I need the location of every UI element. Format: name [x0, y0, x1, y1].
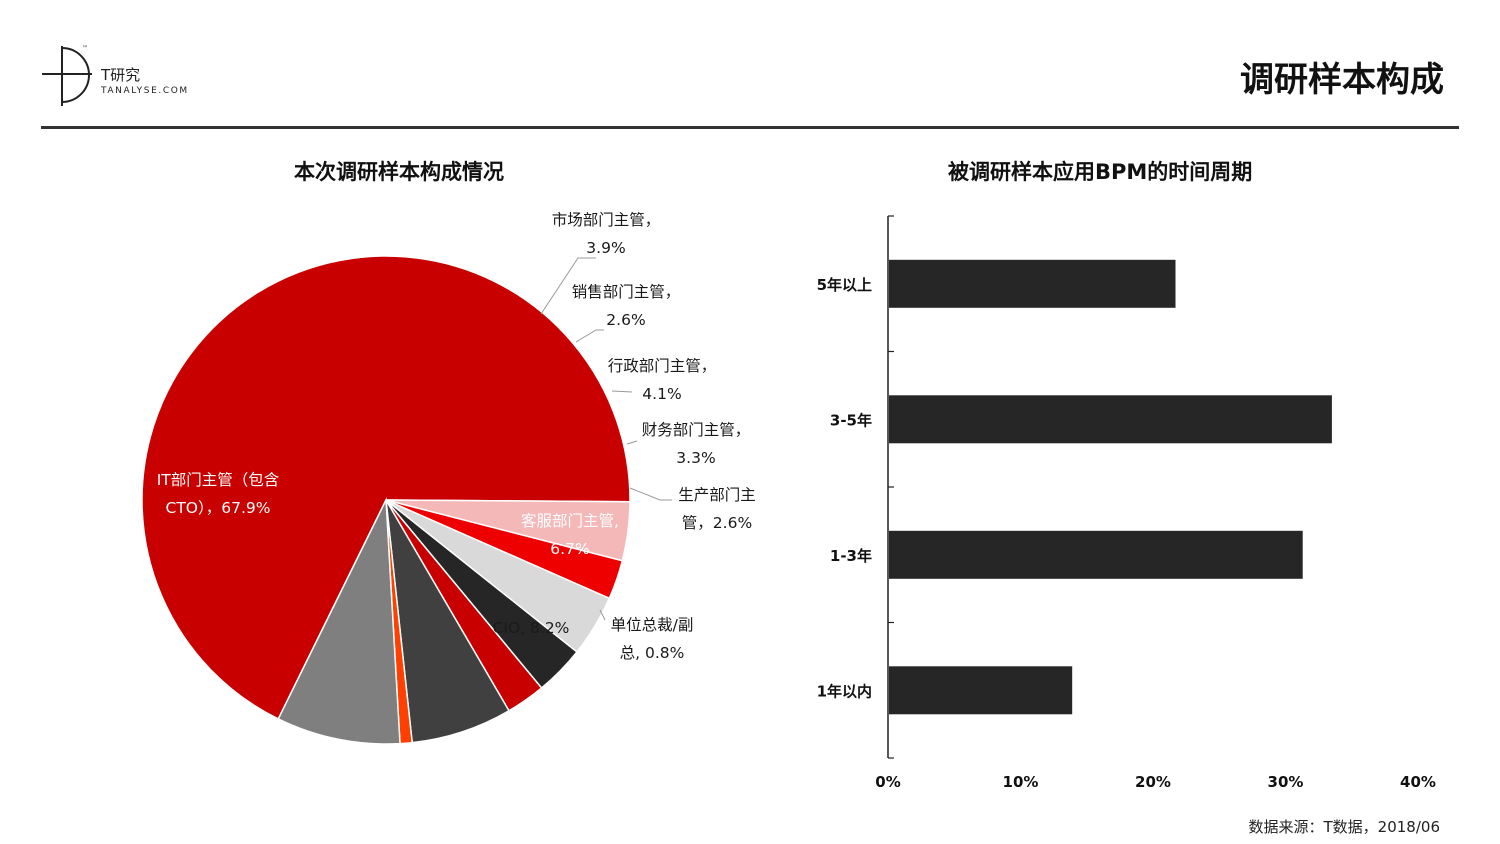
- pie-leader-line-3: [611, 390, 633, 393]
- data-source-note: 数据来源：T数据，2018/06: [1248, 818, 1440, 836]
- pie-data-label-4: 财务部门主管， 3.3%: [642, 421, 751, 467]
- bar-2: [889, 530, 1303, 579]
- pie-data-label-5: 生产部门主管，2.6%: [678, 486, 756, 532]
- bar-category-label-0: 5年以上: [817, 276, 872, 294]
- bar-chart-title: 被调研样本应用BPM的时间周期: [948, 160, 1253, 184]
- pie-data-label-8: CIO, 8.2%: [493, 619, 570, 637]
- bar-category-label-3: 1年以内: [817, 682, 872, 700]
- logo-mark-icon: ™: [42, 45, 92, 106]
- bar-x-tick-label-2: 20%: [1135, 773, 1171, 791]
- pie-slice-8: [277, 497, 401, 745]
- pie-leader-line-2: [575, 329, 604, 343]
- pie-data-label-6: 客服部门主管, 6.7%: [521, 512, 619, 558]
- pie-leader-line-1: [540, 257, 596, 315]
- pie-leader-line-7: [599, 609, 606, 621]
- pie-data-label-2: 销售部门主管， 2.6%: [572, 283, 681, 329]
- logo-url: TANALYSE.COM: [101, 86, 189, 96]
- page-title: 调研样本构成: [1240, 60, 1444, 100]
- header-divider: [41, 126, 1459, 129]
- bar-category-label-1: 3-5年: [830, 411, 872, 429]
- logo-name: T研究: [101, 66, 141, 84]
- bar-category-label-2: 1-3年: [830, 547, 872, 565]
- svg-text:™: ™: [82, 45, 88, 52]
- bar-x-tick-label-3: 30%: [1268, 773, 1304, 791]
- pie-chart-title: 本次调研样本构成情况: [294, 160, 504, 184]
- bar-x-tick-label-1: 10%: [1003, 773, 1039, 791]
- bar-x-tick-label-0: 0%: [875, 773, 900, 791]
- pie-data-label-0: IT部门主管（包含 CTO），67.9%: [157, 471, 280, 517]
- pie-chart: IT部门主管（包含 CTO），67.9% 市场部门主管， 3.9% 销售部门主管， 2.6…: [141, 211, 756, 745]
- bar-x-tick-label-4: 40%: [1400, 773, 1436, 791]
- bar-3: [889, 666, 1073, 715]
- bar-0: [889, 259, 1176, 308]
- bar-1: [889, 395, 1332, 444]
- pie-data-label-7: 单位总裁/副总, 0.8%: [611, 616, 694, 662]
- pie-leader-line-5: [629, 487, 672, 501]
- pie-data-label-1: 市场部门主管， 3.9%: [552, 211, 661, 257]
- pie-leader-line-4: [626, 440, 638, 445]
- pie-data-label-3: 行政部门主管， 4.1%: [608, 357, 717, 403]
- pie-slice-0: [141, 255, 631, 720]
